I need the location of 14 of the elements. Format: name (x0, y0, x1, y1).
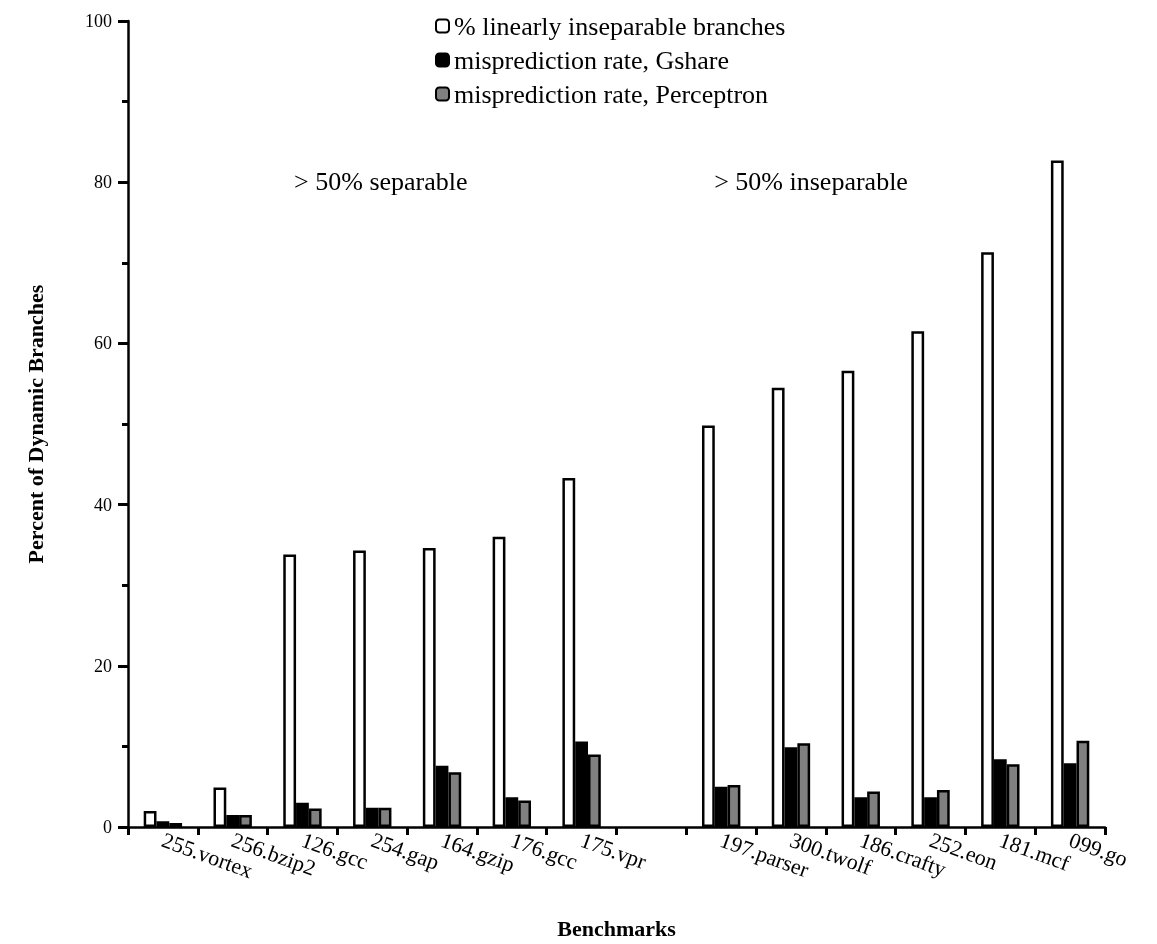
legend-label: misprediction rate, Perceptron (454, 79, 769, 109)
y-tick-label: 40 (94, 494, 112, 515)
y-tick-label: 0 (103, 817, 112, 837)
x-tick-label: 175.vpr (577, 827, 651, 875)
y-axis-title: Percent of Dynamic Branches (22, 284, 48, 564)
annotation: > 50% separable (294, 166, 468, 196)
x-axis-title: Benchmarks (557, 915, 677, 941)
y-tick-label: 80 (94, 172, 112, 193)
legend-label: misprediction rate, Gshare (454, 45, 730, 75)
y-tick-label: 20 (94, 655, 112, 676)
legend-label: % linearly inseparable branches (454, 11, 786, 41)
y-tick-label: 60 (94, 333, 112, 354)
annotation: > 50% inseparable (714, 166, 908, 196)
y-tick-label: 100 (85, 11, 112, 31)
